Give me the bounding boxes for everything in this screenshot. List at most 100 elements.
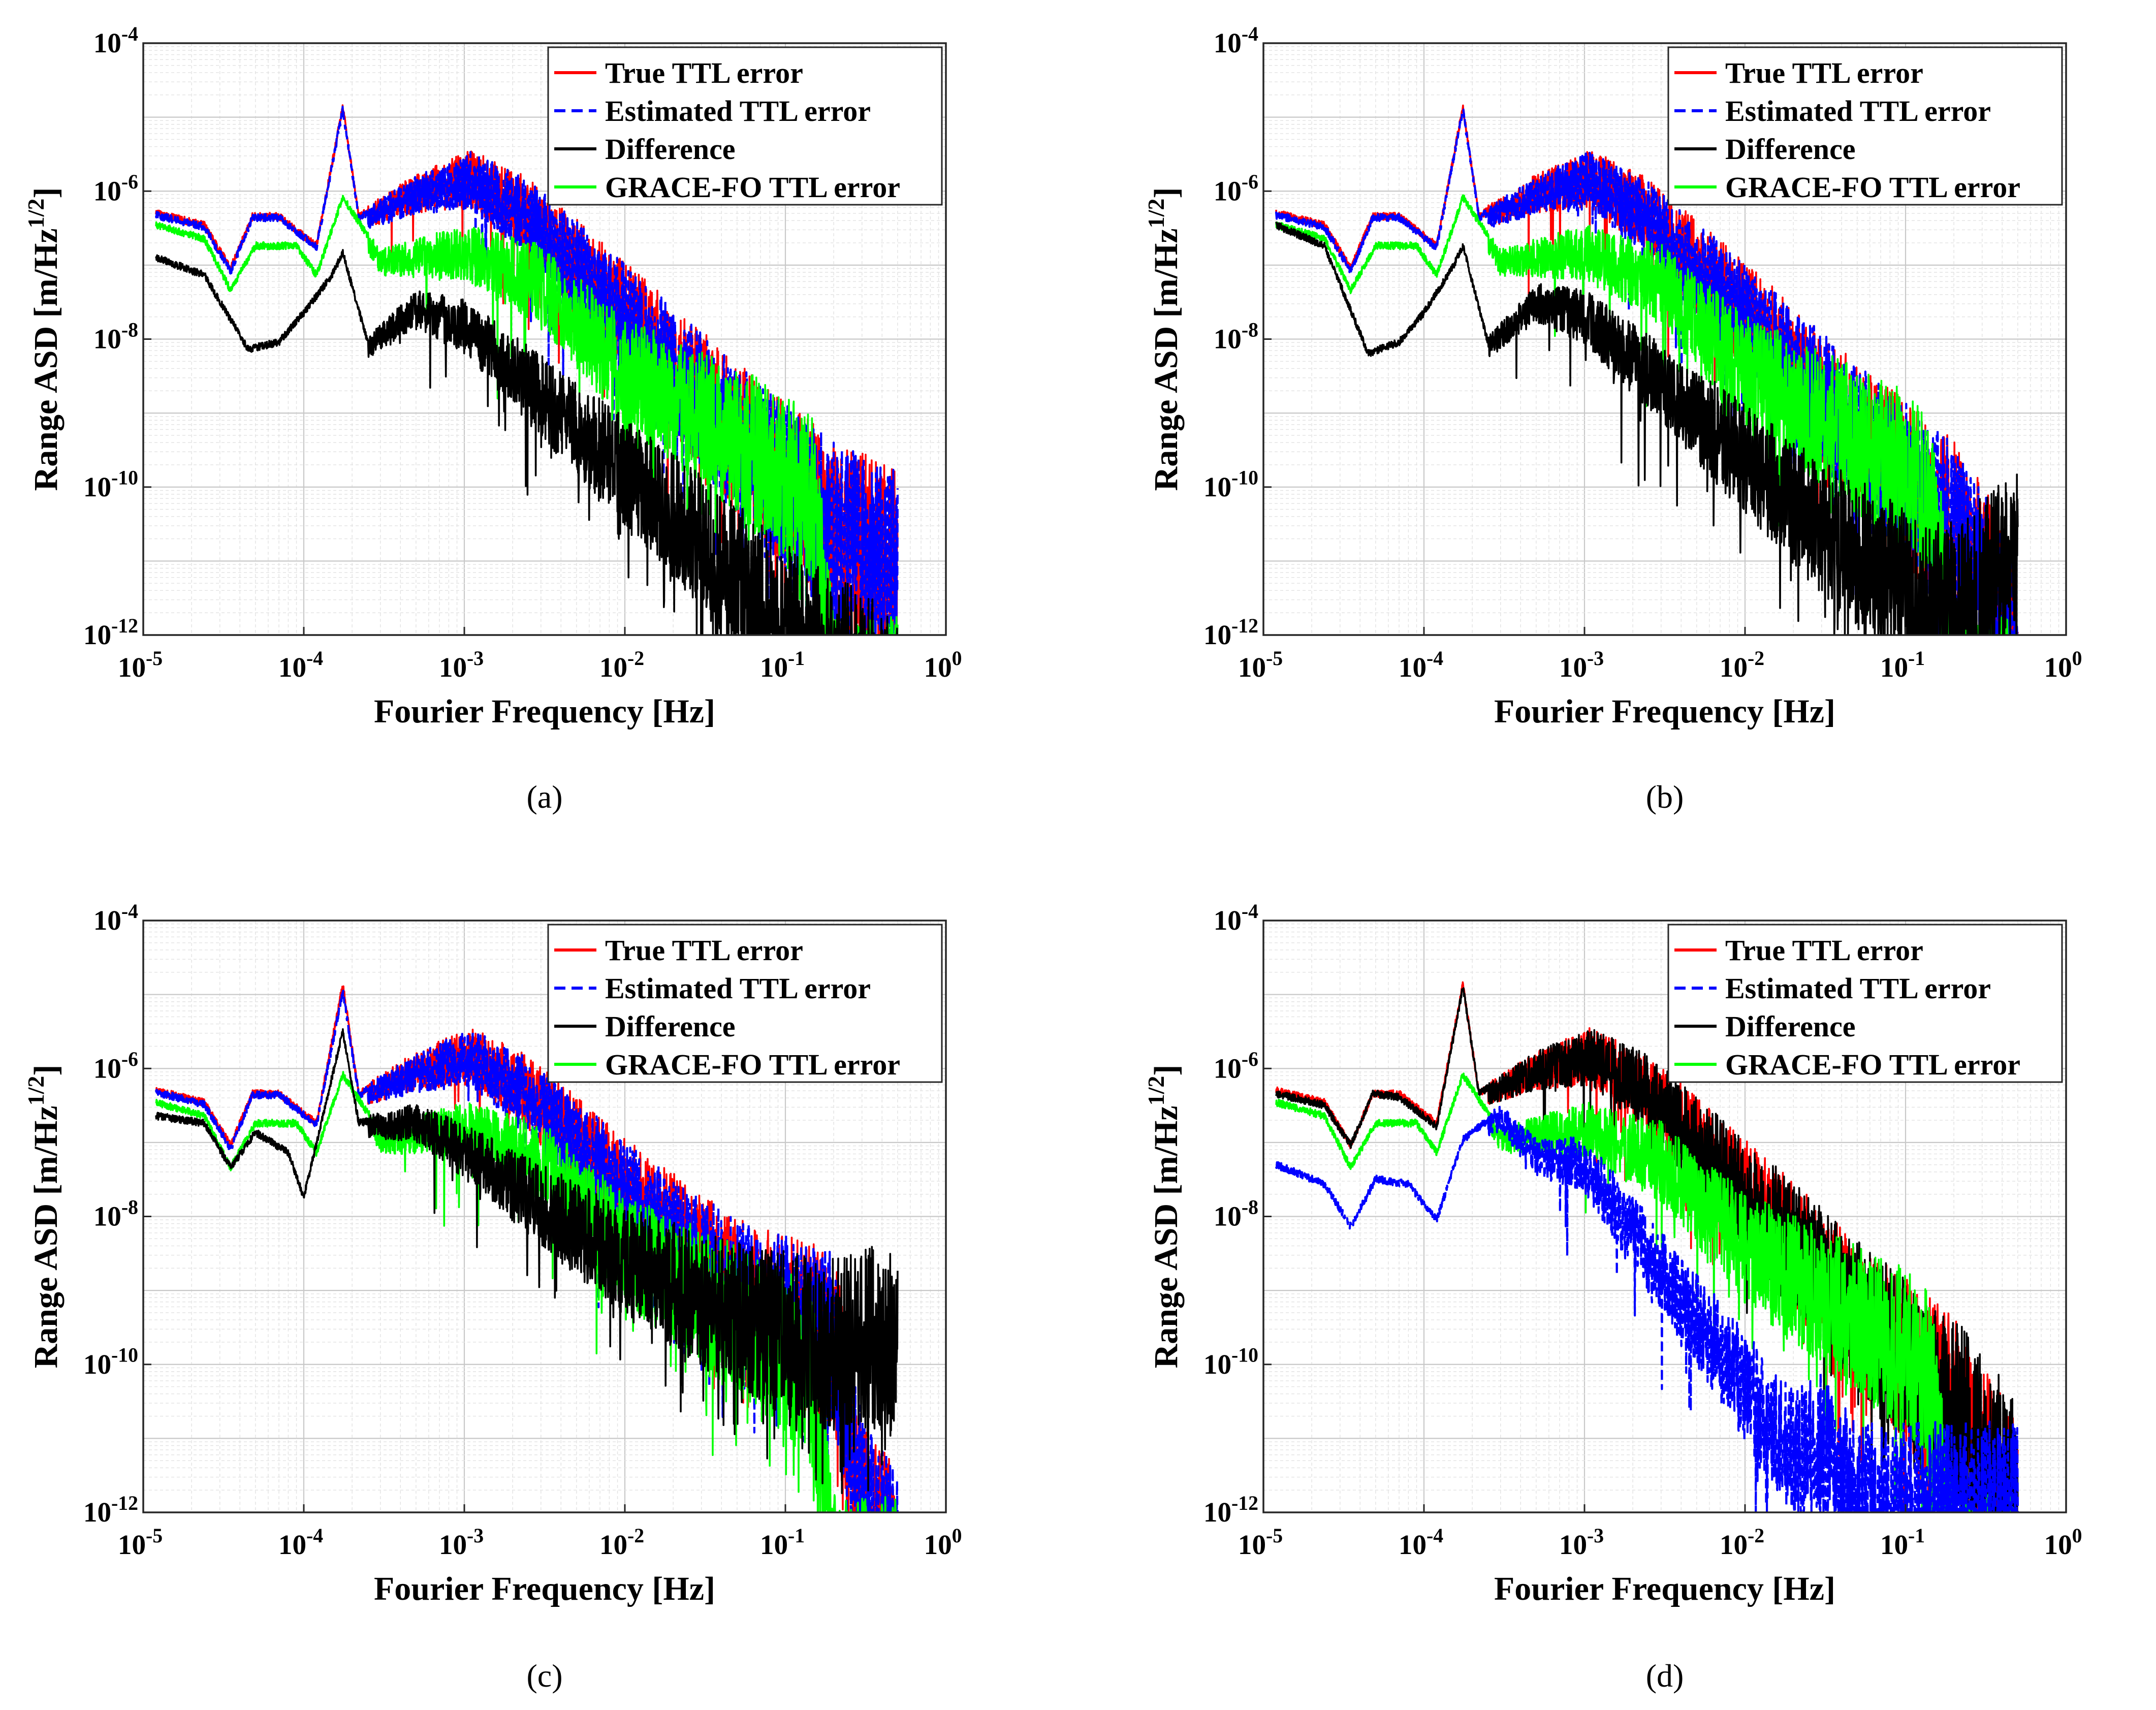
grid xyxy=(1262,921,2066,1513)
x-tick-label: 10-1 xyxy=(760,647,805,683)
legend: True TTL error Estimated TTL error Differe… xyxy=(1667,924,2063,1083)
legend-box xyxy=(1667,46,2063,206)
series-difference xyxy=(1275,221,2019,635)
series-difference xyxy=(155,249,899,635)
y-tick-label: 10-6 xyxy=(93,171,138,206)
panel-caption: (d) xyxy=(1646,1658,1684,1694)
y-tick-label: 10-4 xyxy=(93,900,138,936)
y-tick-label: 10-12 xyxy=(83,615,138,650)
x-tick-label: 100 xyxy=(924,1525,962,1560)
y-axis-label: Range ASD [m/Hz1/2] xyxy=(23,187,65,491)
x-axis-label: Fourier Frequency [Hz] xyxy=(1494,693,1835,730)
legend-label: True TTL error xyxy=(1725,934,1923,967)
x-tick-label: 10-3 xyxy=(439,647,484,683)
series-grace-fo-ttl-error xyxy=(1275,1072,2019,1512)
series-estimated-ttl-error xyxy=(1275,1105,2019,1512)
legend-label: Estimated TTL error xyxy=(605,94,871,128)
legend-label: Difference xyxy=(605,133,736,166)
y-tick-label: 10-8 xyxy=(1214,1196,1258,1231)
y-tick-label: 10-10 xyxy=(83,467,138,502)
panel-caption: (b) xyxy=(1646,779,1684,815)
panel-d: 10-5 10-4 10-3 10-2 10-1 10010-1210-1010-810-… xyxy=(1143,900,2082,1694)
x-tick-label: 10-4 xyxy=(1399,647,1443,683)
panel-caption: (a) xyxy=(526,779,562,815)
x-tick-labels: 10-5 10-4 10-3 10-2 10-1 100 xyxy=(1238,647,2082,683)
y-tick-label: 10-10 xyxy=(1203,467,1258,502)
panel-caption: (c) xyxy=(526,1658,562,1694)
panel-b: 10-5 10-4 10-3 10-2 10-1 10010-1210-1010-810-… xyxy=(1143,23,2082,815)
y-tick-label: 10-10 xyxy=(1203,1344,1258,1380)
legend-label: True TTL error xyxy=(605,934,803,967)
y-tick-labels: 10-12 10-10 10-8 10-6 10-4 xyxy=(1203,23,1258,650)
legend: True TTL error Estimated TTL error Differe… xyxy=(547,46,943,206)
x-tick-label: 10-3 xyxy=(1559,647,1604,683)
series-group xyxy=(1275,104,2019,635)
x-tick-label: 10-1 xyxy=(760,1525,805,1560)
legend-label: Estimated TTL error xyxy=(1725,972,1991,1005)
x-tick-label: 10-2 xyxy=(1720,1525,1764,1560)
y-tick-label: 10-12 xyxy=(1203,1492,1258,1528)
x-tick-label: 10-3 xyxy=(439,1525,484,1560)
legend-label: Difference xyxy=(1725,133,1856,166)
y-tick-label: 10-6 xyxy=(1214,1048,1258,1084)
legend-label: Difference xyxy=(1725,1010,1856,1043)
panel-c: 10-5 10-4 10-3 10-2 10-1 10010-1210-1010-810-… xyxy=(23,900,962,1694)
y-axis-label: Range ASD [m/Hz1/2] xyxy=(1143,1065,1185,1369)
x-tick-label: 10-4 xyxy=(1399,1525,1443,1560)
x-tick-label: 10-2 xyxy=(599,647,644,683)
x-tick-label: 10-4 xyxy=(278,1525,323,1560)
legend-label: Estimated TTL error xyxy=(605,972,871,1005)
x-tick-label: 10-1 xyxy=(1880,647,1925,683)
y-axis-label: Range ASD [m/Hz1/2] xyxy=(1143,187,1185,491)
y-tick-label: 10-6 xyxy=(1214,171,1258,206)
y-tick-label: 10-12 xyxy=(1203,615,1258,650)
x-axis-label: Fourier Frequency [Hz] xyxy=(374,693,715,730)
y-tick-labels: 10-12 10-10 10-8 10-6 10-4 xyxy=(1203,900,1258,1528)
y-tick-label: 10-4 xyxy=(93,23,138,58)
legend-label: GRACE-FO TTL error xyxy=(1725,1048,2020,1081)
x-tick-label: 100 xyxy=(924,647,962,683)
x-tick-labels: 10-5 10-4 10-3 10-2 10-1 100 xyxy=(1238,1525,2082,1560)
legend-box xyxy=(1667,924,2063,1083)
legend: True TTL error Estimated TTL error Differe… xyxy=(547,924,943,1083)
y-tick-label: 10-12 xyxy=(83,1492,138,1528)
legend: True TTL error Estimated TTL error Differe… xyxy=(1667,46,2063,206)
legend-label: True TTL error xyxy=(605,56,803,89)
legend-label: GRACE-FO TTL error xyxy=(605,171,900,204)
x-tick-label: 10-5 xyxy=(1238,1525,1283,1560)
y-tick-labels: 10-12 10-10 10-8 10-6 10-4 xyxy=(83,23,138,650)
panel-a: 10-5 10-4 10-3 10-2 10-1 10010-1210-1010-810-… xyxy=(23,23,962,815)
y-tick-label: 10-10 xyxy=(83,1344,138,1380)
legend-label: GRACE-FO TTL error xyxy=(605,1048,900,1081)
x-tick-labels: 10-5 10-4 10-3 10-2 10-1 100 xyxy=(118,1525,962,1560)
legend-box xyxy=(547,46,943,206)
x-tick-label: 10-5 xyxy=(118,647,163,683)
legend-label: Difference xyxy=(605,1010,736,1043)
y-axis-label: Range ASD [m/Hz1/2] xyxy=(23,1065,65,1369)
x-tick-label: 10-5 xyxy=(1238,647,1283,683)
legend-label: Estimated TTL error xyxy=(1725,94,1991,128)
series-group xyxy=(154,985,899,1512)
x-tick-label: 100 xyxy=(2044,647,2082,683)
x-tick-label: 10-3 xyxy=(1559,1525,1604,1560)
x-tick-label: 10-5 xyxy=(118,1525,163,1560)
y-tick-label: 10-8 xyxy=(1214,319,1258,354)
y-tick-label: 10-4 xyxy=(1214,900,1258,936)
series-difference xyxy=(155,1028,899,1495)
x-axis-label: Fourier Frequency [Hz] xyxy=(374,1570,715,1607)
legend-box xyxy=(547,924,943,1083)
series-grace-fo-ttl-error xyxy=(155,195,899,635)
y-tick-labels: 10-12 10-10 10-8 10-6 10-4 xyxy=(83,900,138,1528)
series-group xyxy=(154,104,899,635)
y-tick-label: 10-8 xyxy=(93,319,138,354)
x-tick-labels: 10-5 10-4 10-3 10-2 10-1 100 xyxy=(118,647,962,683)
x-tick-label: 10-4 xyxy=(278,647,323,683)
legend-label: GRACE-FO TTL error xyxy=(1725,171,2020,204)
y-tick-label: 10-6 xyxy=(93,1048,138,1084)
y-tick-label: 10-4 xyxy=(1214,23,1258,58)
x-axis-label: Fourier Frequency [Hz] xyxy=(1494,1570,1835,1607)
x-tick-label: 10-2 xyxy=(1720,647,1764,683)
series-group xyxy=(1275,981,2019,1512)
x-tick-label: 100 xyxy=(2044,1525,2082,1560)
